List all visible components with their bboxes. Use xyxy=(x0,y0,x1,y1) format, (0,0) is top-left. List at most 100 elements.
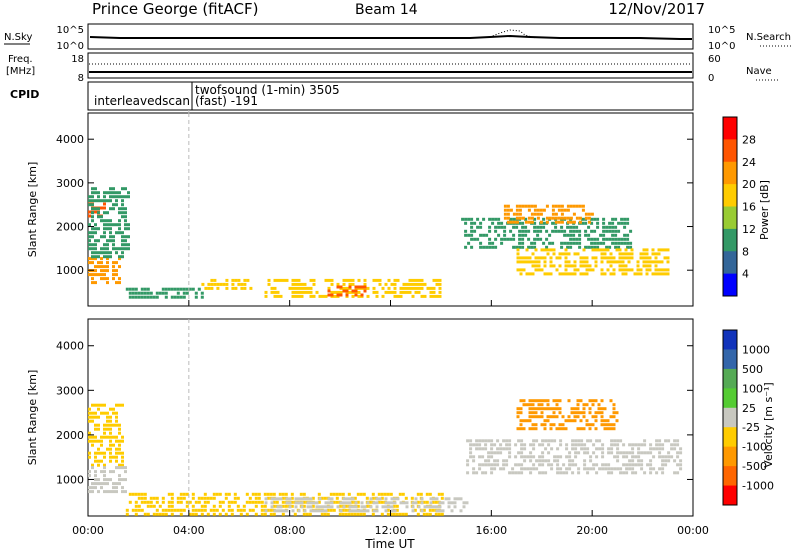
range-cell xyxy=(236,496,240,500)
range-cell xyxy=(502,447,506,451)
range-cell xyxy=(643,443,647,447)
range-cell xyxy=(239,508,243,512)
range-cell xyxy=(100,451,103,455)
range-cell xyxy=(540,407,544,411)
range-cell xyxy=(103,199,106,203)
range-cell xyxy=(640,459,644,463)
range-cell xyxy=(624,252,628,256)
range-cell xyxy=(628,451,632,455)
range-cell xyxy=(472,443,476,447)
range-cell xyxy=(500,241,504,245)
range-cell xyxy=(594,256,598,260)
range-cell xyxy=(517,471,521,475)
range-cell xyxy=(493,459,497,463)
range-cell xyxy=(438,509,442,513)
range-cell xyxy=(586,447,590,451)
range-cell xyxy=(237,282,241,286)
range-cell xyxy=(530,204,534,208)
noise-tick-right-top: 10^5 xyxy=(708,25,735,36)
range-cell xyxy=(94,207,97,211)
range-cell xyxy=(613,467,617,471)
range-cell xyxy=(112,482,115,486)
range-cell xyxy=(538,459,542,463)
range-cell xyxy=(137,291,141,295)
range-cell xyxy=(393,278,397,282)
range-cell xyxy=(642,248,646,252)
range-cell xyxy=(509,208,513,212)
range-cell xyxy=(254,512,258,516)
range-cell xyxy=(596,221,600,225)
range-cell xyxy=(393,497,397,501)
range-cell xyxy=(512,220,516,224)
range-cell xyxy=(515,225,519,229)
range-cell xyxy=(508,443,512,447)
range-cell xyxy=(516,248,520,252)
range-cell xyxy=(294,505,298,509)
range-cell xyxy=(525,272,529,276)
range-cell xyxy=(618,264,622,268)
range-cell xyxy=(637,443,641,447)
range-cell xyxy=(536,229,540,233)
range-cell xyxy=(420,501,424,505)
range-cell xyxy=(155,500,159,504)
range-cell xyxy=(363,282,367,286)
range-cell xyxy=(342,501,346,505)
range-cell xyxy=(173,295,177,299)
range-cell xyxy=(666,260,670,264)
range-cell xyxy=(600,256,604,260)
range-cell xyxy=(476,217,480,221)
range-cell xyxy=(227,508,231,512)
range-cell xyxy=(528,272,532,276)
range-cell xyxy=(450,501,454,505)
range-cell xyxy=(649,459,653,463)
range-cell xyxy=(473,237,477,241)
range-cell xyxy=(124,490,127,494)
range-cell xyxy=(528,399,532,403)
range-cell xyxy=(607,463,611,467)
range-cell xyxy=(233,496,237,500)
range-cell xyxy=(534,248,538,252)
range-cell xyxy=(566,220,570,224)
range-cell xyxy=(197,500,201,504)
range-cell xyxy=(275,500,279,504)
range-cell xyxy=(170,492,174,496)
range-cell xyxy=(432,286,436,290)
range-cell xyxy=(521,229,525,233)
range-cell xyxy=(161,508,165,512)
range-cell xyxy=(585,423,589,427)
velocity-colorbar-tick: 100 xyxy=(742,382,763,395)
range-cell xyxy=(342,282,346,286)
range-cell xyxy=(375,290,379,294)
range-cell xyxy=(109,470,112,474)
range-cell xyxy=(551,216,555,220)
range-cell xyxy=(185,492,189,496)
velocity-colorbar-tick: -1000 xyxy=(742,480,774,493)
range-cell xyxy=(109,478,112,482)
range-cell xyxy=(125,512,129,516)
range-cell xyxy=(609,256,613,260)
range-cell xyxy=(100,470,103,474)
range-cell xyxy=(121,215,124,219)
range-cell xyxy=(531,252,535,256)
range-cell xyxy=(103,427,106,431)
range-cell xyxy=(646,451,650,455)
range-cell xyxy=(106,411,109,415)
range-cell xyxy=(573,407,577,411)
range-cell xyxy=(570,419,574,423)
range-cell xyxy=(521,216,525,220)
range-cell xyxy=(531,415,535,419)
range-cell xyxy=(579,272,583,276)
range-cell xyxy=(503,216,507,220)
range-cell xyxy=(573,419,577,423)
range-cell xyxy=(140,295,144,299)
range-cell xyxy=(558,264,562,268)
range-cell xyxy=(596,225,600,229)
range-cell xyxy=(127,195,130,199)
range-cell xyxy=(210,286,214,290)
range-cell xyxy=(490,463,494,467)
range-cell xyxy=(345,278,349,282)
range-cell xyxy=(516,407,520,411)
range-cell xyxy=(575,229,579,233)
range-cell xyxy=(369,497,373,501)
